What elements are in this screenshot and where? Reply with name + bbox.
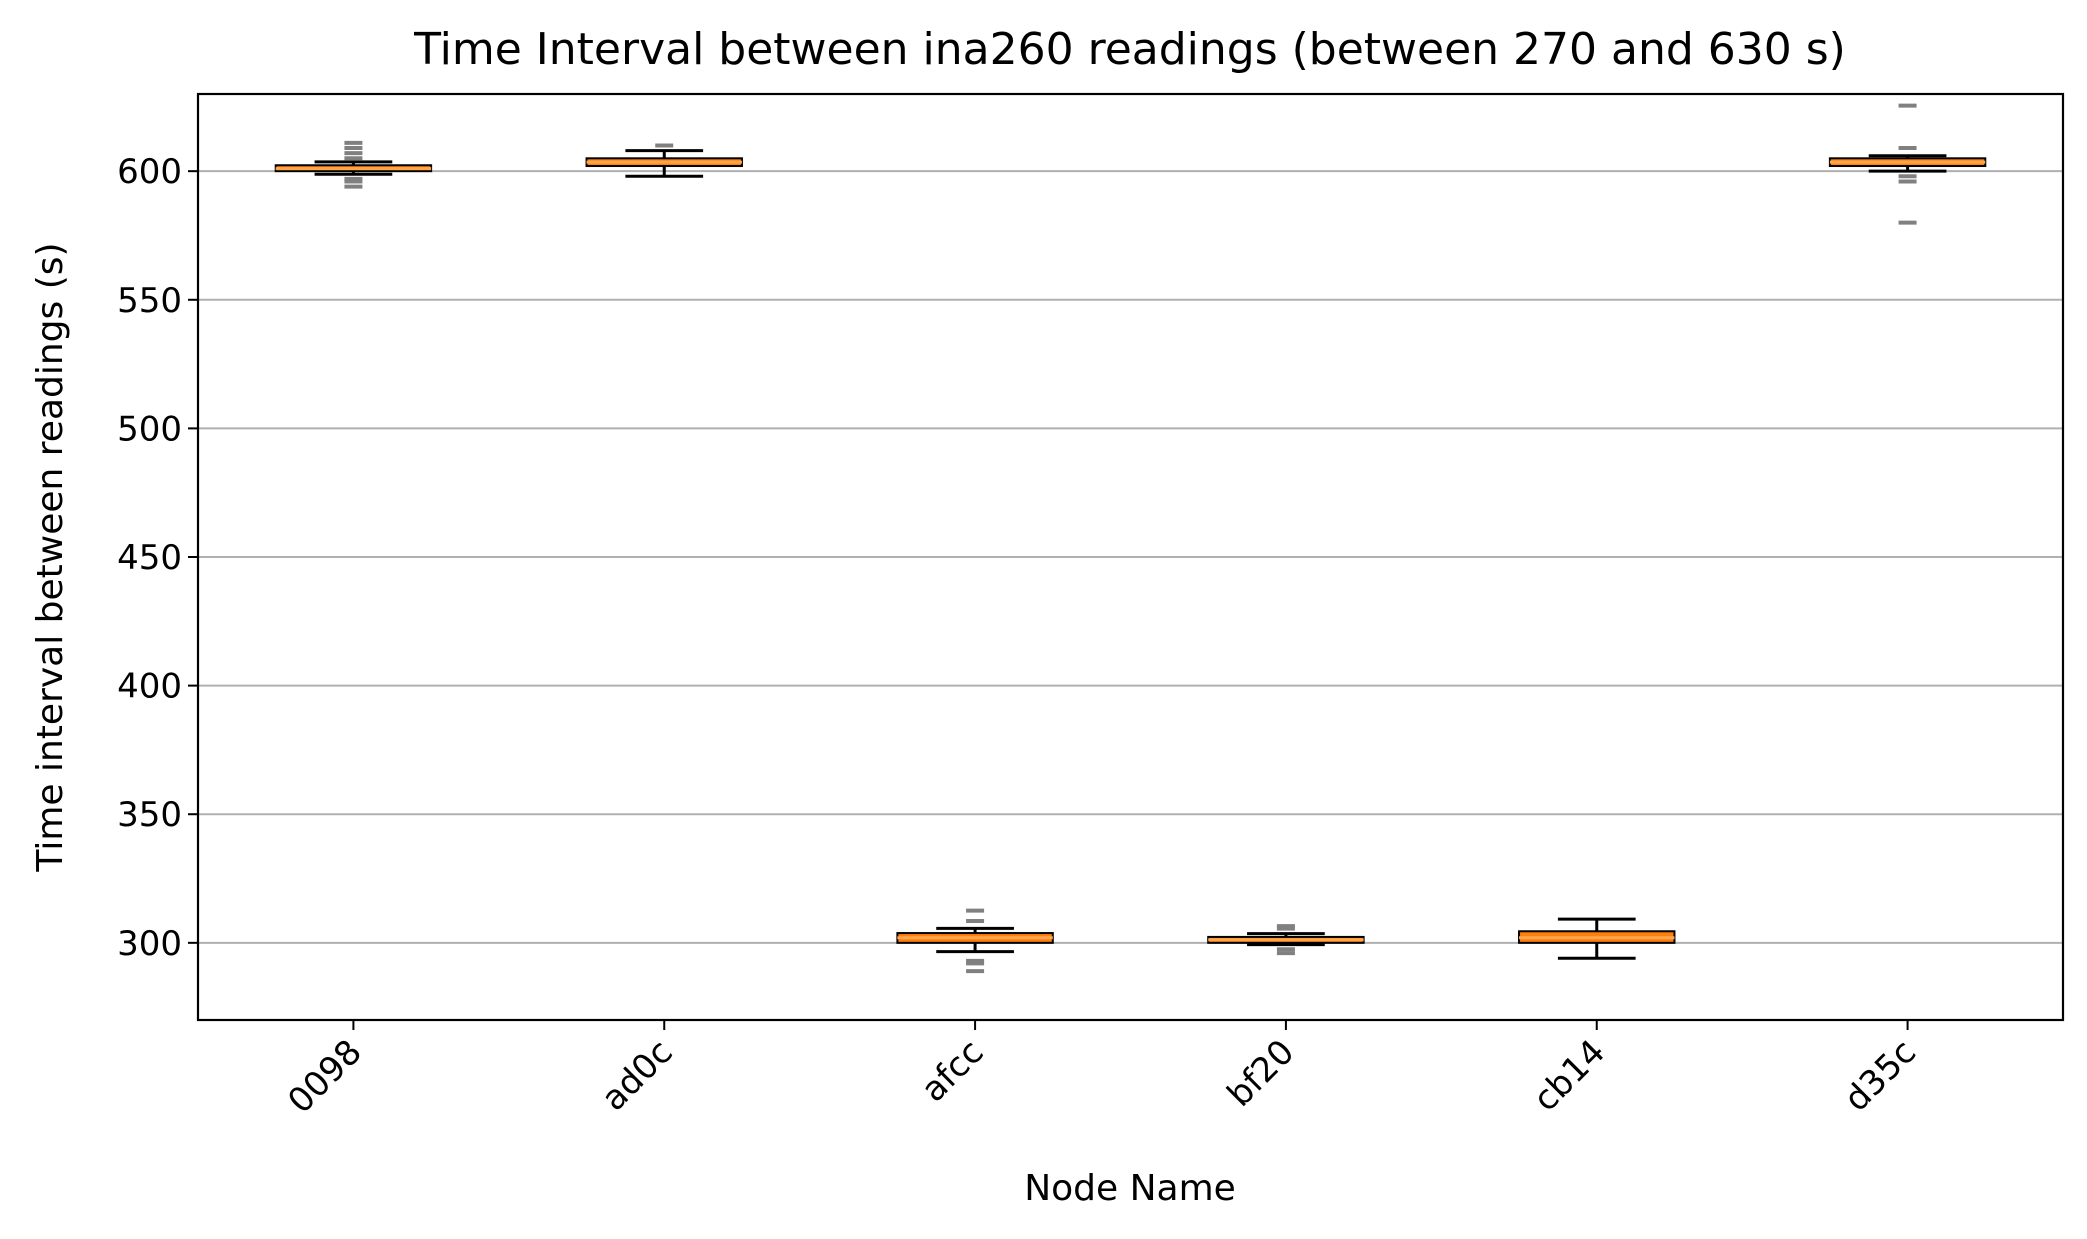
box-afcc [896,908,1054,974]
box-bf20 [1207,924,1365,956]
box-ad0c [585,143,743,178]
y-tick-label-400: 400 [117,667,182,707]
x-axis-label: Node Name [1024,1168,1236,1209]
y-axis-label: Time interval between readings (s) [30,242,71,872]
y-tick-label-300: 300 [117,924,182,964]
box-cb14 [1518,917,1676,960]
y-axis: 300 350 400 450 500 550 600 [117,152,198,964]
chart-title: Time Interval between ina260 readings (b… [413,24,1846,75]
y-tick-label-350: 350 [117,795,182,835]
box-0098 [274,140,433,189]
box-plots [274,103,1987,974]
y-tick-label-500: 500 [117,409,182,449]
y-tick-label-550: 550 [117,281,182,321]
box-d35c [1828,103,1987,225]
y-tick-label-600: 600 [117,152,182,192]
gridlines [198,170,2063,944]
y-tick-label-450: 450 [117,538,182,578]
